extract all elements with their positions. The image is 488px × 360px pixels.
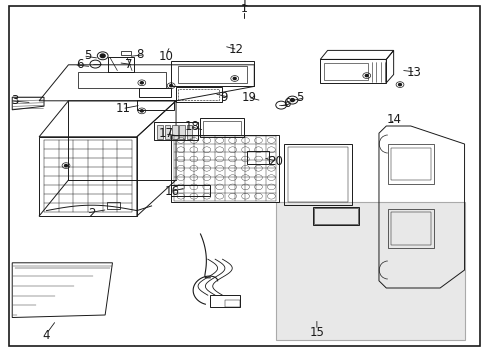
Text: 1: 1 <box>241 4 247 14</box>
Circle shape <box>398 84 401 86</box>
Text: 19: 19 <box>241 91 256 104</box>
Circle shape <box>290 99 294 102</box>
Text: 14: 14 <box>386 113 401 126</box>
Text: 6: 6 <box>76 58 83 71</box>
Bar <box>179 125 184 139</box>
Text: 20: 20 <box>267 155 282 168</box>
Bar <box>387 144 433 184</box>
Text: 10: 10 <box>159 50 173 63</box>
Circle shape <box>140 82 143 84</box>
Text: 9: 9 <box>220 91 227 104</box>
Bar <box>178 89 219 100</box>
Bar <box>203 121 241 135</box>
Bar <box>323 63 367 80</box>
Text: 5: 5 <box>295 91 303 104</box>
Bar <box>106 202 120 209</box>
Circle shape <box>233 77 236 80</box>
Circle shape <box>169 85 172 87</box>
Bar <box>246 151 268 164</box>
Bar <box>210 295 239 307</box>
Bar <box>78 72 166 88</box>
Circle shape <box>140 110 143 112</box>
Text: 16: 16 <box>164 185 180 198</box>
Circle shape <box>365 75 367 77</box>
Bar <box>387 209 433 248</box>
Text: 12: 12 <box>228 43 244 56</box>
Text: 1: 1 <box>240 0 248 9</box>
Text: 8: 8 <box>136 48 143 61</box>
Bar <box>157 125 163 139</box>
Text: 17: 17 <box>158 127 173 140</box>
Text: 4: 4 <box>42 329 50 342</box>
Text: 11: 11 <box>116 102 131 115</box>
Text: 15: 15 <box>309 326 324 339</box>
Bar <box>200 118 244 137</box>
Text: 2: 2 <box>88 207 95 220</box>
Text: 7: 7 <box>124 58 132 71</box>
Bar <box>172 125 177 139</box>
Circle shape <box>64 165 67 167</box>
Text: 6: 6 <box>282 97 289 110</box>
Text: 18: 18 <box>184 120 199 133</box>
Bar <box>107 57 134 72</box>
Bar <box>390 212 430 245</box>
Bar <box>313 208 357 224</box>
Text: 13: 13 <box>406 66 421 78</box>
Bar <box>283 144 351 205</box>
Circle shape <box>100 54 105 58</box>
Bar <box>276 202 464 340</box>
Bar <box>154 122 198 140</box>
Bar <box>137 100 173 110</box>
Bar <box>164 125 170 139</box>
Bar <box>178 66 246 83</box>
Text: 5: 5 <box>84 49 92 62</box>
Bar <box>186 125 192 139</box>
Bar <box>224 300 239 307</box>
Bar <box>287 147 347 202</box>
Text: 3: 3 <box>11 94 19 107</box>
Bar <box>390 148 430 180</box>
